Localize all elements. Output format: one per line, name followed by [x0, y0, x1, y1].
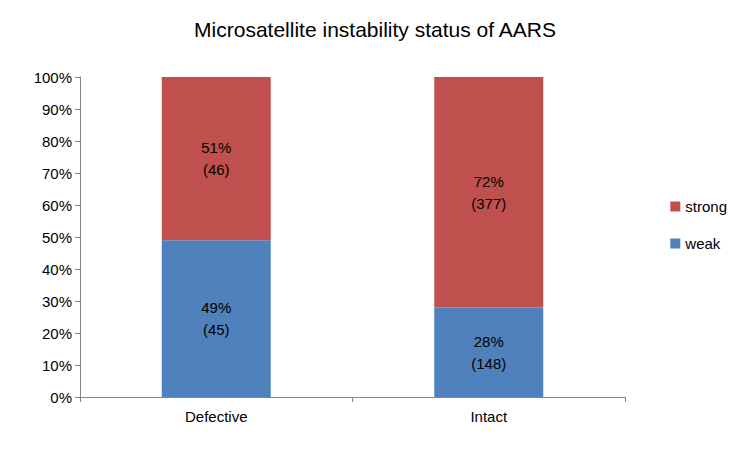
svg-text:10%: 10%	[42, 357, 72, 374]
svg-text:70%: 70%	[42, 165, 72, 182]
svg-text:49%: 49%	[201, 299, 231, 316]
svg-text:80%: 80%	[42, 133, 72, 150]
svg-text:50%: 50%	[42, 229, 72, 246]
svg-text:strong: strong	[685, 198, 727, 215]
svg-text:51%: 51%	[201, 139, 231, 156]
svg-text:(148): (148)	[471, 355, 506, 372]
svg-text:(46): (46)	[203, 161, 230, 178]
svg-text:100%: 100%	[34, 69, 72, 86]
svg-text:28%: 28%	[474, 333, 504, 350]
svg-text:30%: 30%	[42, 293, 72, 310]
svg-text:(45): (45)	[203, 321, 230, 338]
svg-text:(377): (377)	[471, 195, 506, 212]
svg-text:0%: 0%	[50, 389, 72, 406]
svg-text:72%: 72%	[474, 173, 504, 190]
svg-text:90%: 90%	[42, 101, 72, 118]
svg-text:Defective: Defective	[185, 408, 248, 425]
svg-text:Microsatellite instability sta: Microsatellite instability status of AAR…	[194, 18, 556, 41]
svg-text:40%: 40%	[42, 261, 72, 278]
svg-text:Intact: Intact	[470, 408, 508, 425]
svg-text:60%: 60%	[42, 197, 72, 214]
svg-text:20%: 20%	[42, 325, 72, 342]
svg-text:weak: weak	[684, 235, 721, 252]
